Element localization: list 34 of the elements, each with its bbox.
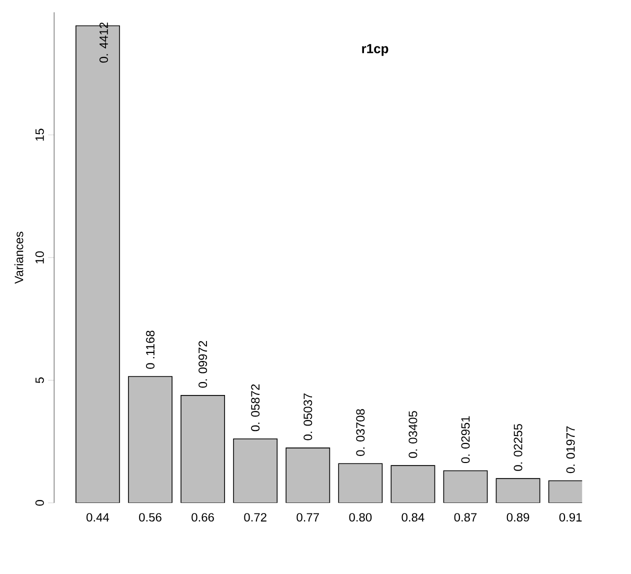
annotation: 0. 01977 — [566, 426, 575, 474]
x-tick-label: 0.84 — [402, 513, 424, 522]
x-tick-label: 0.89 — [506, 513, 530, 522]
x-tick-label: 0.80 — [349, 513, 372, 522]
x-tick-label: 0.72 — [244, 513, 266, 522]
annotation: 0 .1168 — [146, 330, 154, 369]
y-axis-title: Variances — [14, 232, 24, 284]
bar — [286, 448, 330, 503]
x-tick-label: 0.44 — [86, 513, 110, 522]
annotation: 0. 05872 — [251, 384, 260, 432]
annotation: 0. 02951 — [461, 416, 470, 464]
text: r1cp — [362, 44, 388, 56]
bar — [496, 478, 540, 503]
bar — [443, 470, 488, 503]
bar — [233, 438, 278, 503]
y-tick-label: 5 — [36, 377, 44, 384]
bar — [338, 463, 383, 503]
bar — [128, 376, 172, 503]
bar — [390, 465, 436, 503]
x-tick-label: 0.66 — [192, 513, 214, 522]
annotation: 0. 02255 — [514, 424, 522, 471]
bar — [180, 395, 226, 503]
x-tick-label: 0.77 — [296, 513, 319, 522]
y-tick-label: 15 — [36, 128, 44, 141]
annotation: 0. 03708 — [356, 409, 365, 456]
annotation: 0. 05037 — [304, 394, 312, 440]
x-tick-label: 0.87 — [454, 513, 477, 522]
y-tick-label: 10 — [35, 251, 44, 264]
annotation: 0. 4412 — [99, 22, 108, 63]
x-tick-label: 0.56 — [139, 513, 162, 522]
y-tick-label: 0 — [35, 500, 44, 506]
annotation: 0. 09972 — [198, 341, 208, 388]
x-tick-label: 0.91 — [559, 513, 582, 522]
annotation: 0. 03405 — [408, 411, 418, 458]
